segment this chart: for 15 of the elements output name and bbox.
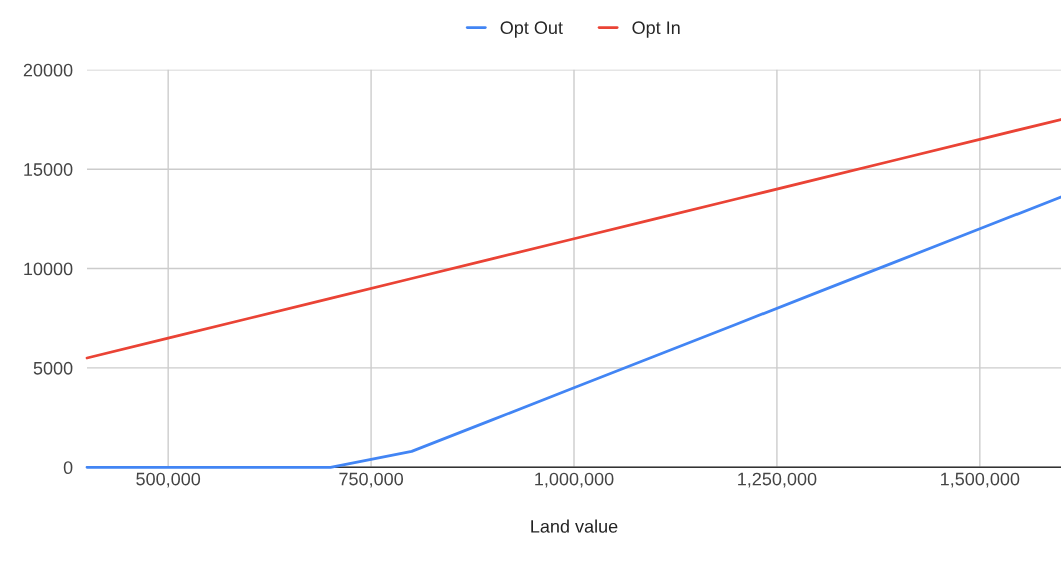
y-tick-label: 5000 <box>33 361 73 375</box>
x-tick-label: 1,250,000 <box>738 472 817 488</box>
legend-label: Opt In <box>632 21 680 38</box>
y-tick-label: 0 <box>63 461 73 475</box>
x-tick-label: 500,000 <box>136 472 201 488</box>
y-tick-label: 20000 <box>23 63 73 77</box>
line-series <box>85 195 1061 469</box>
x-axis-title: Land value <box>531 519 618 533</box>
legend-label: Opt Out <box>500 21 563 38</box>
y-tick-label: 15000 <box>24 163 73 176</box>
x-tick-label: 1,000,000 <box>535 472 614 488</box>
x-tick-label: 1,500,000 <box>941 472 1020 488</box>
line-series <box>85 118 1061 360</box>
x-tick-label: 750,000 <box>339 472 404 488</box>
y-tick-label: 10000 <box>24 262 73 276</box>
